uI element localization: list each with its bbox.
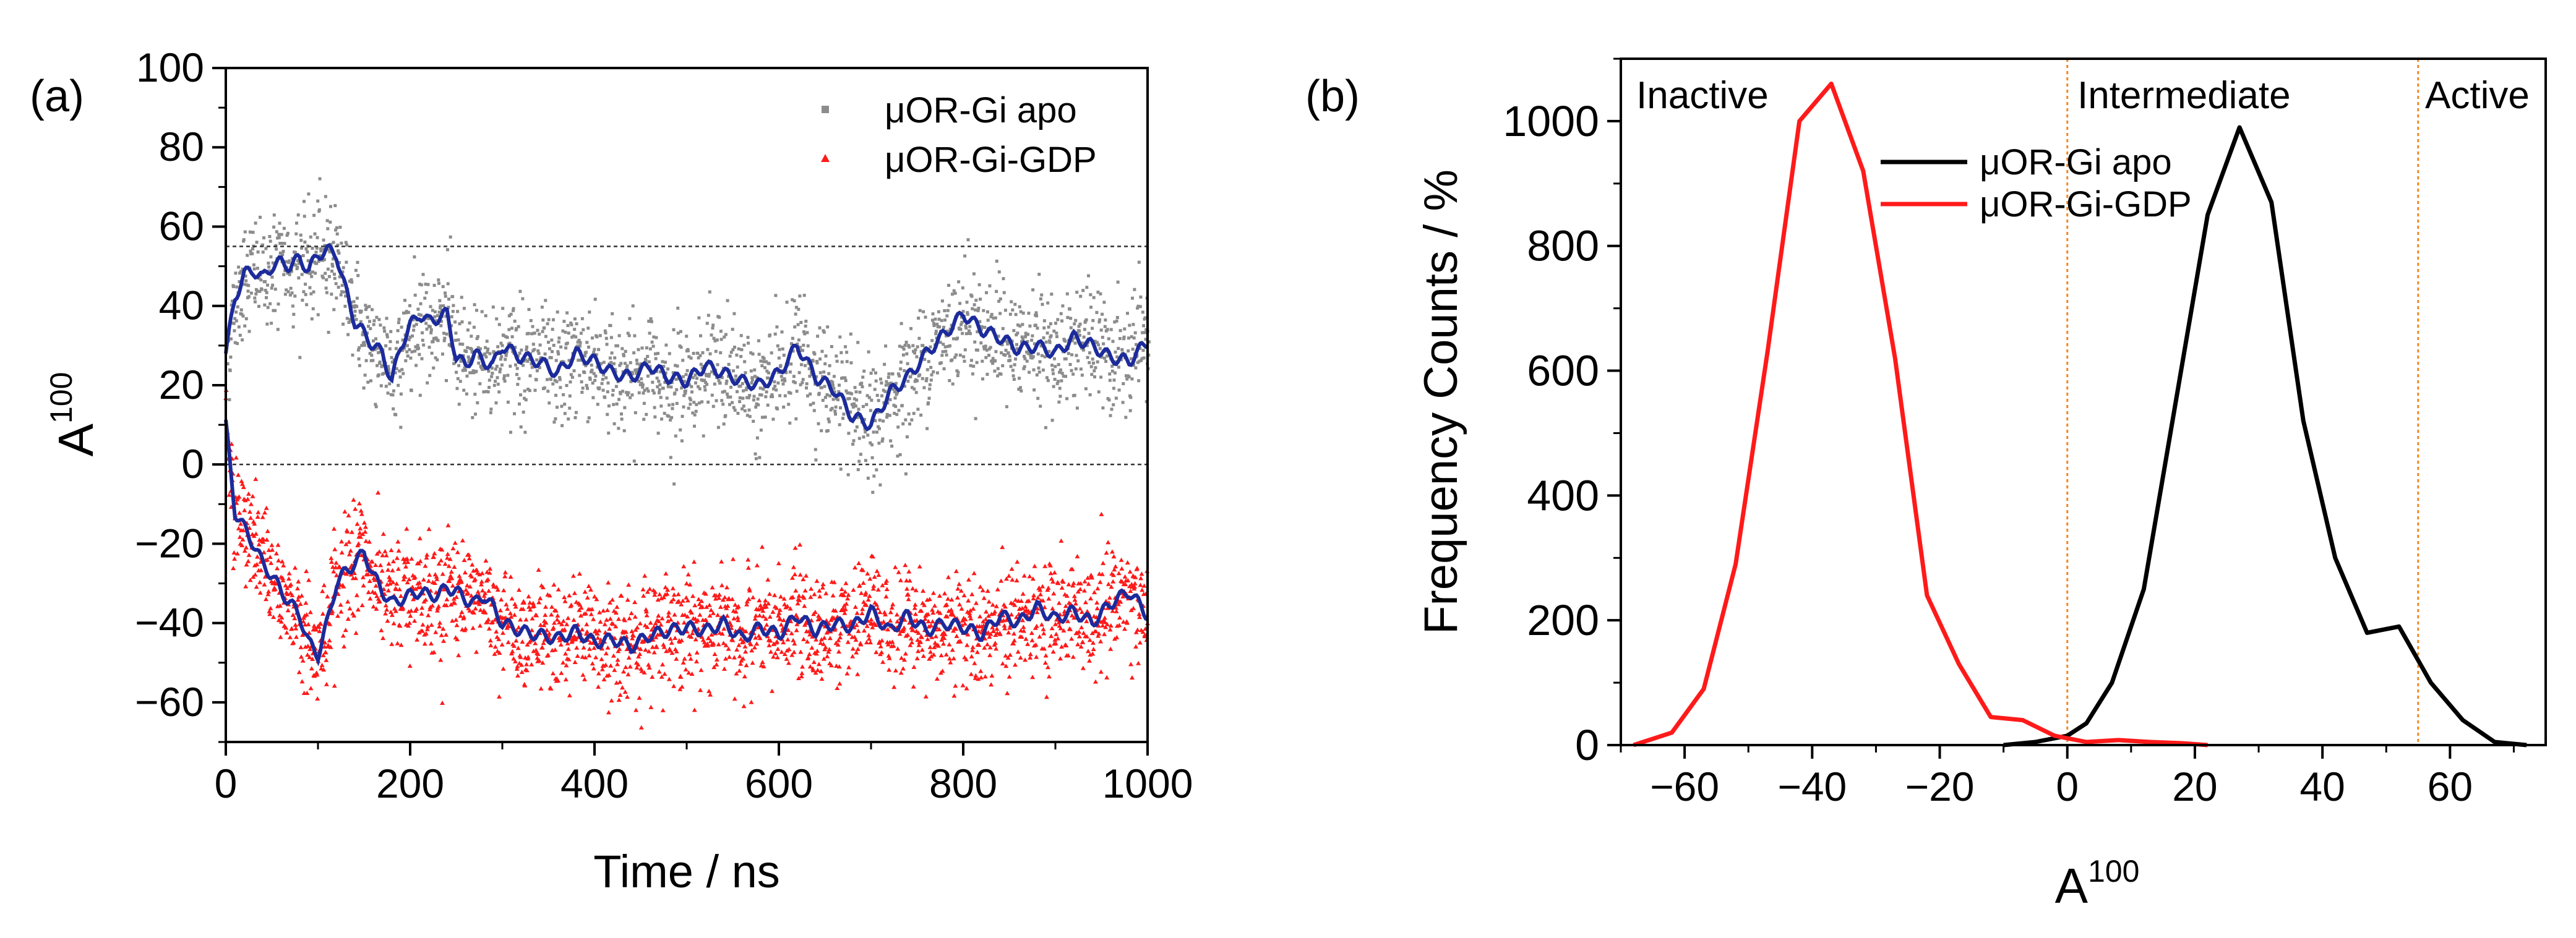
legend-label-gdp-b: μOR-Gi-GDP [1980, 184, 2192, 224]
histogram-line-gdp [1633, 81, 2208, 748]
region-label-intermediate: Intermediate [2077, 74, 2291, 117]
x-tick-label-b: −20 [1905, 764, 1975, 809]
y-tick-label-b: 1000 [1503, 97, 1599, 145]
x-tick-label-b: 40 [2299, 764, 2345, 809]
smoothed-curves [224, 242, 1149, 667]
region-divider-lines [2066, 59, 2419, 745]
svg-text:A100: A100 [44, 372, 103, 457]
panel-b-axes-frame [1620, 58, 2547, 746]
panel-b-xlabel-base: A [2055, 858, 2089, 913]
legend-label-apo: μOR-Gi apo [885, 90, 1077, 130]
region-label-active: Active [2425, 74, 2530, 117]
x-tick-label-a: 0 [215, 761, 238, 806]
y-tick-label-a: 0 [181, 441, 204, 487]
x-tick-label-a: 1000 [1102, 761, 1193, 806]
apo-scatter-markers [226, 177, 1151, 494]
smoothed-line-gdp [224, 419, 1149, 667]
region-label-inactive: Inactive [1636, 74, 1769, 117]
panel-b-xlabel: A100 [2055, 854, 2140, 913]
y-tick-label-b: 600 [1527, 347, 1599, 395]
y-tick-label-a: −60 [135, 679, 204, 725]
panel-a-legend: μOR-Gi apo μOR-Gi-GDP [821, 90, 1097, 180]
y-tick-label-a: 40 [159, 283, 204, 328]
x-tick-label-b: 20 [2172, 764, 2217, 809]
panel-b-legend: μOR-Gi apo μOR-Gi-GDP [1881, 142, 2192, 224]
panel-b-xlabel-sup: 100 [2088, 854, 2139, 889]
panel-a-ylabel-sup: 100 [44, 372, 79, 424]
histogram-line-apo [2003, 125, 2527, 748]
panel-b-ylabel: Frequency Counts / % [1415, 169, 1467, 634]
panel-a-ylabel: A100 [44, 372, 103, 457]
panel-a: (a) 0 200 400 600 800 1000 −60 −40 −20 0 20 40 60 80 1… [30, 45, 1193, 897]
x-tick-label-b: 60 [2428, 764, 2473, 809]
legend-label-gdp: μOR-Gi-GDP [885, 140, 1097, 180]
y-tick-label-b: 800 [1527, 222, 1599, 270]
histogram-lines [1633, 81, 2527, 748]
y-tick-label-b: 200 [1527, 596, 1599, 644]
legend-marker-gdp [821, 154, 830, 162]
y-tick-label-a: −20 [135, 520, 204, 566]
x-tick-label-b: 0 [2056, 764, 2079, 809]
y-tick-label-a: 80 [159, 124, 204, 169]
y-tick-label-a: 20 [159, 362, 204, 407]
x-tick-label-a: 600 [745, 761, 813, 806]
y-tick-label-a: −40 [135, 600, 204, 646]
panel-b-ylabel-text: Frequency Counts / % [1415, 169, 1467, 634]
y-tick-label-a: 60 [159, 203, 204, 249]
x-tick-label-a: 400 [560, 761, 629, 806]
apo-scatter-points [226, 177, 1151, 494]
x-tick-label-b: −60 [1650, 764, 1719, 809]
y-tick-label-a: 100 [136, 45, 204, 90]
panel-a-ylabel-base: A [48, 423, 103, 456]
x-tick-label-a: 200 [376, 761, 444, 806]
panel-a-ticks: 0 200 400 600 800 1000 −60 −40 −20 0 20 40 60 80 100 [135, 45, 1193, 806]
panel-b-label: (b) [1305, 72, 1360, 121]
legend-label-apo-b: μOR-Gi apo [1980, 142, 2172, 182]
smoothed-line-apo [224, 242, 1148, 432]
panel-a-xlabel: Time / ns [593, 846, 780, 897]
gdp-scatter-points [223, 388, 1150, 730]
x-tick-label-b: −40 [1777, 764, 1847, 809]
y-tick-label-b: 400 [1527, 471, 1599, 519]
x-tick-label-a: 800 [929, 761, 997, 806]
legend-marker-apo [822, 106, 829, 113]
panel-a-label: (a) [30, 72, 84, 121]
gdp-scatter-markers [223, 388, 1150, 730]
y-tick-label-b: 0 [1575, 721, 1599, 769]
